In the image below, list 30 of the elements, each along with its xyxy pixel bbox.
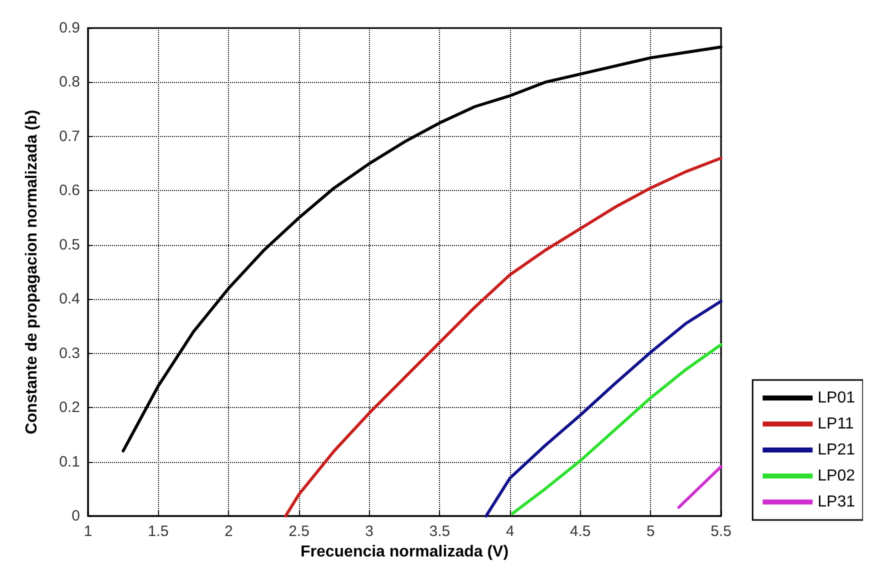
- y-tick-label: 0.5: [59, 236, 80, 254]
- y-tick-label: 0.4: [59, 290, 80, 308]
- legend-label: LP11: [818, 416, 854, 432]
- x-tick-label: 2.5: [288, 523, 310, 540]
- y-tick-label: 0: [72, 508, 80, 524]
- legend-label: LP01: [818, 390, 856, 406]
- x-tick-label: 3.5: [429, 523, 450, 540]
- line-series: [484, 300, 722, 518]
- y-tick-label: 0.8: [59, 74, 80, 91]
- legend-label: LP21: [818, 442, 856, 458]
- x-axis-title: Frecuencia normalizada (V): [300, 544, 509, 560]
- y-tick-label: 0.1: [59, 453, 80, 470]
- y-tick-label: 0.3: [59, 344, 80, 362]
- x-tick-label: 5: [646, 523, 655, 540]
- legend-label: LP02: [818, 468, 856, 484]
- y-axis-title: Constante de propagacion normalizada (b): [24, 110, 40, 434]
- x-tick-label: 4: [506, 523, 514, 540]
- x-tick-label: 1.5: [148, 523, 169, 540]
- y-tick-label: 0.7: [59, 128, 80, 145]
- line-series: [284, 156, 722, 518]
- y-tick-label: 0.6: [59, 182, 80, 200]
- x-tick-label: 2: [224, 523, 233, 540]
- line-series: [511, 343, 722, 515]
- x-tick-label: 5.5: [710, 523, 732, 540]
- x-tick-label: 4.5: [570, 523, 591, 540]
- x-tick-label: 1: [84, 523, 92, 540]
- x-tick-label: 3: [365, 523, 374, 540]
- legend-label: LP31: [818, 494, 856, 510]
- y-tick-label: 0.9: [59, 20, 80, 36]
- y-tick-label: 0.2: [59, 399, 80, 416]
